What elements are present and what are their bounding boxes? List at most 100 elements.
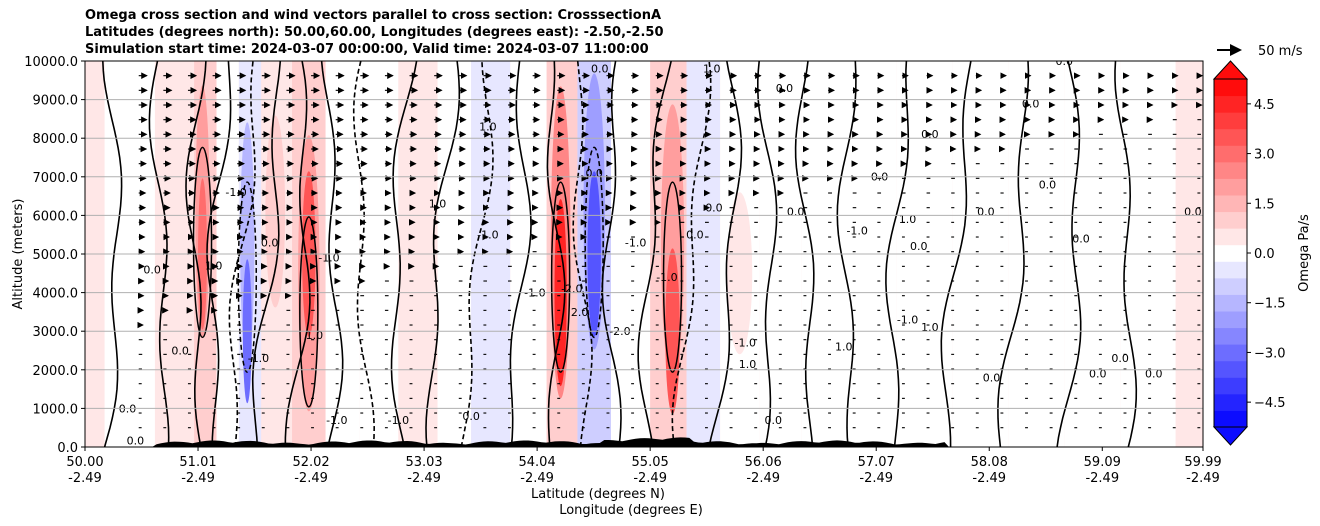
omega-core xyxy=(265,115,286,308)
chart-title-line-3: Simulation start time: 2024-03-07 00:00:… xyxy=(85,42,649,57)
colorbar-segment xyxy=(1214,244,1247,262)
contour-label: 0.0 xyxy=(983,371,1001,384)
colorbar-segment xyxy=(1214,261,1247,279)
contour-loop xyxy=(584,146,604,339)
colorbar-segment xyxy=(1214,311,1247,329)
x-tick-label-lat: 53.03 xyxy=(405,455,442,470)
contour-label: 0.0 xyxy=(776,82,794,95)
colorbar-segment xyxy=(1214,95,1247,113)
y-tick-label: 3000.0 xyxy=(33,325,79,340)
colorbar-tick-label: −3.0 xyxy=(1254,346,1286,361)
colorbar-segment xyxy=(1214,360,1247,378)
x-tick-label-lon: -2.49 xyxy=(1085,471,1119,486)
contour-label: -1.0 xyxy=(225,186,246,199)
contour-label: 0.0 xyxy=(591,63,609,76)
contour-label: 1.0 xyxy=(429,198,447,211)
contour-label: 1.0 xyxy=(479,120,497,133)
colorbar-segment xyxy=(1214,410,1247,428)
colorbar-segment xyxy=(1214,79,1247,97)
contour-label: -1.0 xyxy=(897,313,918,326)
contour-label: 2.0 xyxy=(571,306,589,319)
plot-area: 0.0 0.0 0.0 1.0 -1.0 -1.0 0.0 1.0 -1.0 -1.0 -1.0 1.… xyxy=(85,55,1203,448)
colorbar-label: Omega Pa/s xyxy=(1297,214,1312,292)
contour-label: 0.0 xyxy=(765,414,783,427)
colorbar-tick-label: −4.5 xyxy=(1254,396,1286,411)
contour-label: -1.0 xyxy=(656,271,677,284)
colorbar-tick-label: 4.5 xyxy=(1254,98,1275,113)
contour-label: 0.0 xyxy=(1072,232,1090,245)
colorbar-segment xyxy=(1214,178,1247,196)
contour-label: -1.0 xyxy=(326,414,347,427)
contour-label: 1.0 xyxy=(205,259,223,272)
contour-label: 0.0 xyxy=(1089,368,1107,381)
chart-title-line-2: Latitudes (degrees north): 50.00,60.00, … xyxy=(85,25,664,40)
y-axis-label: Altitude (meters) xyxy=(11,199,26,310)
x-tick-label-lon: -2.49 xyxy=(1186,471,1220,486)
contour-label: -1.0 xyxy=(477,229,498,242)
y-tick-label: 8000.0 xyxy=(33,132,79,147)
contour-label: 0.0 xyxy=(127,435,145,448)
y-tick-label: 2000.0 xyxy=(33,364,79,379)
x-axis-label-lat: Latitude (degrees N) xyxy=(531,487,665,502)
contour-label: 0.0 xyxy=(1145,368,1163,381)
x-tick-label-lon: -2.49 xyxy=(633,471,667,486)
colorbar-tick-label: 3.0 xyxy=(1254,148,1275,163)
x-tick-label-lon: -2.49 xyxy=(68,471,102,486)
colorbar-segment xyxy=(1214,344,1247,362)
colorbar-extend-min xyxy=(1212,426,1249,446)
contour-label: 0.0 xyxy=(787,205,805,218)
contour-label: 0.0 xyxy=(686,229,704,242)
contour-label: 0.0 xyxy=(143,263,161,276)
contour-loop xyxy=(550,181,571,373)
contour-label: 0.0 xyxy=(910,240,928,253)
x-axis-label-lon: Longitude (degrees E) xyxy=(559,503,703,518)
contour-label: 0.0 xyxy=(1039,178,1057,191)
y-tick-label: 5000.0 xyxy=(33,248,79,263)
contour-label: 1.0 xyxy=(306,329,324,342)
x-tick-label-lon: -2.49 xyxy=(746,471,780,486)
x-tick-label-lon: -2.49 xyxy=(520,471,554,486)
chart-title-line-1: Omega cross section and wind vectors par… xyxy=(85,8,662,23)
omega-core xyxy=(173,158,199,327)
x-tick-label-lon: -2.49 xyxy=(972,471,1006,486)
colorbar-segment xyxy=(1214,393,1247,411)
contour-label: 0.0 xyxy=(171,344,189,357)
contour-loop xyxy=(299,216,319,408)
contour-label: 0.0 xyxy=(1022,97,1040,110)
contour-loop xyxy=(192,146,213,339)
contour-label: 0.0 xyxy=(921,128,939,141)
x-tick-label-lat: 59.99 xyxy=(1184,455,1221,470)
colorbar-tick-label: 0.0 xyxy=(1254,247,1275,262)
x-tick-label-lat: 59.09 xyxy=(1084,455,1121,470)
x-tick-label-lat: 54.04 xyxy=(519,455,556,470)
y-tick-label: 1000.0 xyxy=(33,402,79,417)
contour-label: -1.0 xyxy=(846,225,867,238)
colorbar-segment xyxy=(1214,377,1247,395)
contour-label: 0.0 xyxy=(1111,352,1129,365)
contour-label: -1.0 xyxy=(318,252,339,265)
contour-label: 0.0 xyxy=(585,167,603,180)
colorbar-segment xyxy=(1214,277,1247,295)
vector-key-label: 50 m/s xyxy=(1258,44,1303,59)
contour-label: 0.0 xyxy=(705,202,723,215)
colorbar-segment xyxy=(1214,327,1247,345)
x-tick-label-lat: 57.07 xyxy=(858,455,895,470)
x-tick-label-lon: -2.49 xyxy=(859,471,893,486)
colorbar-segment xyxy=(1214,145,1247,163)
y-tick-label: 6000.0 xyxy=(33,209,79,224)
omega-core xyxy=(727,192,753,355)
colorbar-tick-label: −1.5 xyxy=(1254,297,1286,312)
x-tick-label-lat: 55.05 xyxy=(632,455,669,470)
contour-label: 0.0 xyxy=(977,205,995,218)
vector-key: 50 m/s xyxy=(1217,44,1303,59)
contour-label: 0.0 xyxy=(1055,55,1073,68)
x-tick-label-lon: -2.49 xyxy=(181,471,215,486)
x-tick-label-lat: 50.00 xyxy=(66,455,103,470)
contour-label: 0.0 xyxy=(1184,205,1202,218)
contour-label: 1.0 xyxy=(739,358,757,371)
omega-core xyxy=(689,124,712,299)
contour-loop xyxy=(237,181,258,373)
contour-label: 0.0 xyxy=(462,410,480,423)
contour-label: 1.0 xyxy=(703,63,721,76)
